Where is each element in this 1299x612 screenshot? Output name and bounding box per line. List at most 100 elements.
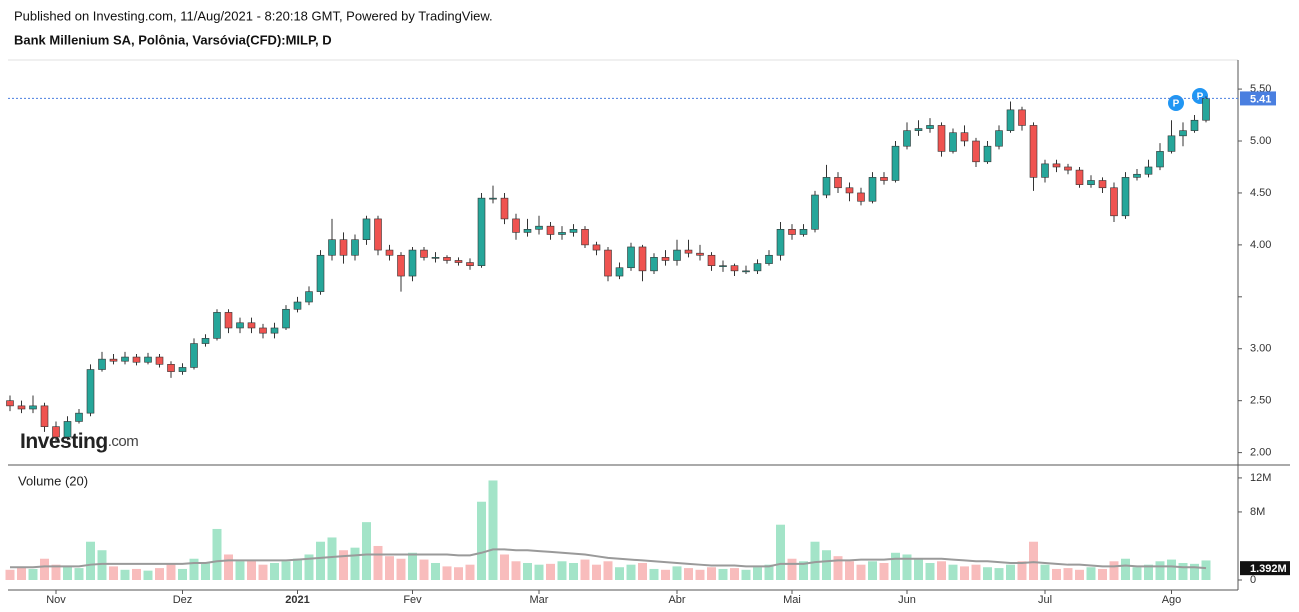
volume-bar <box>63 566 72 580</box>
volume-bar <box>1190 563 1199 580</box>
x-tick-label: Ago <box>1162 594 1182 606</box>
candle-body <box>305 291 313 303</box>
volume-bar <box>718 568 728 580</box>
logo: Investing.com <box>20 430 138 453</box>
volume-bar <box>224 554 233 580</box>
candle-body <box>63 421 72 438</box>
candle-body <box>742 270 750 273</box>
volume-bar <box>109 566 118 580</box>
volume-bar <box>776 524 785 580</box>
volume-bar <box>201 562 210 580</box>
candle-body <box>1110 187 1118 217</box>
candle-body <box>719 265 727 267</box>
candle-body <box>535 225 543 230</box>
volume-bar <box>1098 568 1107 580</box>
volume-bar <box>40 558 49 580</box>
volume-bar <box>822 550 831 580</box>
candle-body <box>949 132 957 152</box>
volume-bar <box>879 562 889 580</box>
volume-bar <box>1063 568 1073 580</box>
candle-body <box>650 257 658 272</box>
volume-bar <box>235 561 245 580</box>
candle-body <box>880 177 888 181</box>
volume-bar <box>603 561 613 580</box>
candle-body <box>926 125 934 129</box>
volume-bar <box>1006 564 1015 580</box>
volume-bar <box>845 561 854 580</box>
candle-body <box>834 177 842 189</box>
candle-body <box>983 145 992 163</box>
candle-body <box>684 249 693 254</box>
candle-body <box>431 257 440 259</box>
volume-bar <box>891 552 900 580</box>
volume-bar <box>615 567 624 580</box>
x-tick-label: Mar <box>530 594 549 606</box>
candle-body <box>420 249 428 258</box>
volume-bar <box>293 558 302 580</box>
y-tick-label: 2.50 <box>1250 395 1271 407</box>
candle-body <box>581 229 589 246</box>
candle-body <box>1087 180 1095 185</box>
candle-body <box>190 343 198 368</box>
event-marker[interactable] <box>1168 95 1184 111</box>
y-tick-label: 4.50 <box>1250 187 1271 199</box>
candle-body <box>1052 163 1061 168</box>
volume-bar <box>373 545 383 580</box>
volume-bar <box>925 562 935 580</box>
volume-bar <box>442 566 452 580</box>
candle-body <box>454 260 463 263</box>
candle-body <box>224 312 233 329</box>
volume-bar <box>408 552 417 580</box>
volume-bar <box>695 569 705 580</box>
logo-name: Investing <box>20 430 108 453</box>
x-tick-label: 2021 <box>285 594 309 606</box>
volume-bar <box>396 558 406 580</box>
candle-body <box>546 225 555 235</box>
volume-bar <box>557 561 567 580</box>
candle-body <box>615 267 624 277</box>
y-tick-label: 0 <box>1250 574 1256 586</box>
volume-bar <box>764 564 774 580</box>
volume-bar <box>569 562 578 580</box>
candle-body <box>937 125 946 152</box>
x-tick-label: Mai <box>783 594 801 606</box>
volume-bar <box>1121 558 1130 580</box>
candle-body <box>1018 109 1026 126</box>
volume-bar <box>5 569 15 580</box>
volume-bar <box>741 569 751 580</box>
candle-body <box>707 254 716 266</box>
candle-body <box>960 132 969 142</box>
y-tick-label: 2.00 <box>1250 447 1271 459</box>
candle-body <box>328 239 336 256</box>
last-price-tag <box>1240 91 1276 106</box>
volume-title: Volume (20) <box>18 473 88 488</box>
volume-bar <box>856 564 866 580</box>
candle-body <box>29 405 37 410</box>
volume-bar <box>247 559 256 580</box>
volume-bar <box>948 564 958 580</box>
volume-bar <box>730 568 739 580</box>
candle-body <box>1133 173 1141 178</box>
volume-bar <box>155 568 164 580</box>
candle-body <box>1179 130 1187 137</box>
candle-body <box>822 177 831 196</box>
candle-body <box>914 128 923 131</box>
candle-body <box>604 249 612 277</box>
candle-body <box>558 232 566 235</box>
volume-bar <box>971 564 981 580</box>
candle-body <box>661 257 670 261</box>
candle-body <box>569 229 578 233</box>
candle-body <box>776 229 785 256</box>
candle-body <box>40 405 49 427</box>
volume-bar <box>1178 562 1188 580</box>
candle-body <box>178 367 187 372</box>
x-tick-label: Jul <box>1038 594 1052 606</box>
x-tick-label: Dez <box>173 594 193 606</box>
volume-bar <box>477 501 486 580</box>
candle-body <box>1144 166 1153 175</box>
volume-bar <box>707 567 716 580</box>
candle-body <box>903 130 911 147</box>
candle-body <box>121 356 129 362</box>
volume-bar <box>178 568 187 580</box>
event-marker-icon: P <box>1173 99 1180 110</box>
